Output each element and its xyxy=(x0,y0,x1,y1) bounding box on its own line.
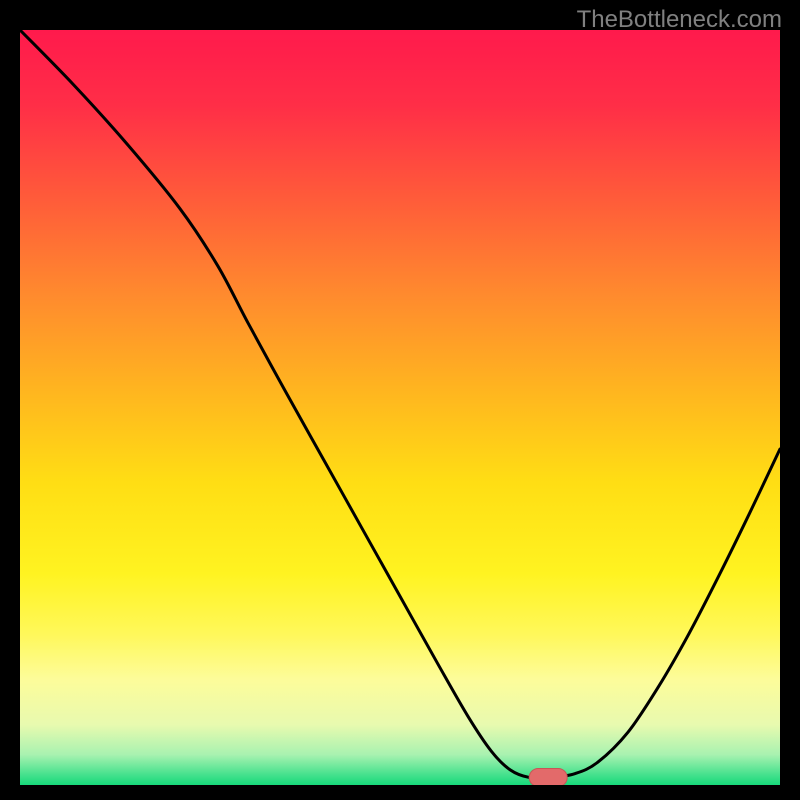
optimal-marker xyxy=(529,768,567,785)
bottleneck-curve xyxy=(20,30,780,785)
watermark-text: TheBottleneck.com xyxy=(577,6,782,34)
curve-line xyxy=(20,30,780,778)
plot-area xyxy=(20,30,780,785)
